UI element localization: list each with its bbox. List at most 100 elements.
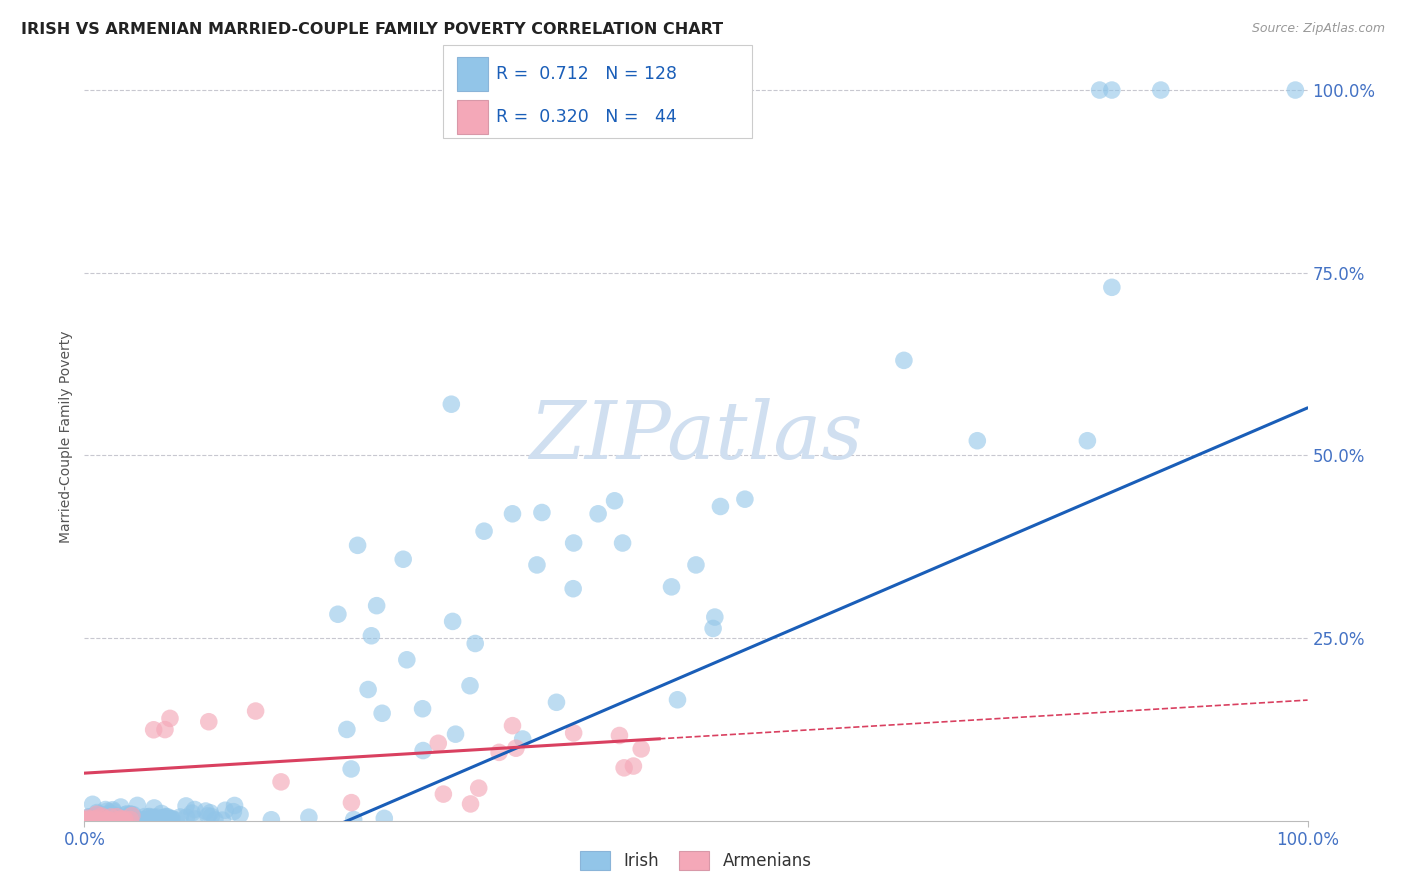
Point	[122, 807, 145, 822]
Point	[152, 811, 174, 825]
Point	[467, 781, 489, 796]
Point	[143, 801, 166, 815]
Point	[86, 807, 108, 822]
Point	[77, 810, 100, 824]
Point	[603, 493, 626, 508]
Point	[141, 814, 163, 828]
Point	[444, 727, 467, 741]
Point	[546, 695, 568, 709]
Point	[86, 805, 108, 820]
Point	[623, 759, 645, 773]
Point	[176, 810, 198, 824]
Point	[120, 810, 142, 824]
Point	[612, 536, 634, 550]
Point	[200, 809, 222, 823]
Point	[630, 742, 652, 756]
Point	[91, 814, 114, 828]
Point	[183, 812, 205, 826]
Point	[97, 813, 120, 827]
Point	[184, 802, 207, 816]
Point	[501, 507, 523, 521]
Point	[160, 812, 183, 826]
Point	[100, 813, 122, 827]
Point	[343, 813, 366, 827]
Point	[96, 810, 118, 824]
Point	[131, 814, 153, 828]
Point	[82, 811, 104, 825]
Point	[340, 796, 363, 810]
Point	[734, 492, 756, 507]
Point	[488, 745, 510, 759]
Point	[93, 811, 115, 825]
Point	[134, 813, 156, 827]
Point	[114, 812, 136, 826]
Point	[501, 719, 523, 733]
Point	[114, 814, 136, 828]
Point	[79, 814, 101, 828]
Point	[120, 807, 142, 822]
Point	[613, 761, 636, 775]
Point	[194, 804, 217, 818]
Point	[526, 558, 548, 572]
Point	[120, 814, 142, 828]
Point	[143, 811, 166, 825]
Point	[270, 775, 292, 789]
Point	[156, 813, 179, 827]
Point	[107, 809, 129, 823]
Point	[174, 799, 197, 814]
Point	[156, 811, 179, 825]
Point	[159, 813, 181, 827]
Point	[73, 813, 96, 827]
Point	[412, 702, 434, 716]
Point	[103, 810, 125, 824]
Point	[86, 812, 108, 826]
Point	[204, 813, 226, 827]
Point	[104, 809, 127, 823]
Point	[79, 810, 101, 824]
Point	[197, 809, 219, 823]
Point	[1101, 83, 1123, 97]
Point	[107, 813, 129, 827]
Point	[107, 813, 129, 827]
Point	[160, 812, 183, 826]
Point	[1101, 280, 1123, 294]
Text: ZIPatlas: ZIPatlas	[529, 399, 863, 475]
Point	[121, 808, 143, 822]
Point	[326, 607, 349, 622]
Point	[83, 812, 105, 826]
Point	[111, 813, 134, 827]
Point	[366, 599, 388, 613]
Point	[165, 813, 187, 827]
Point	[298, 810, 321, 824]
Text: Source: ZipAtlas.com: Source: ZipAtlas.com	[1251, 22, 1385, 36]
Point	[360, 629, 382, 643]
Point	[214, 803, 236, 817]
Point	[441, 615, 464, 629]
Point	[562, 582, 585, 596]
Point	[211, 813, 233, 827]
Point	[87, 806, 110, 821]
Point	[371, 706, 394, 721]
Point	[79, 812, 101, 826]
Point	[1284, 83, 1306, 97]
Point	[115, 806, 138, 821]
Point	[103, 804, 125, 818]
Point	[84, 809, 107, 823]
Point	[138, 810, 160, 824]
Point	[412, 743, 434, 757]
Point	[76, 811, 98, 825]
Point	[427, 736, 450, 750]
Point	[200, 805, 222, 820]
Point	[155, 809, 177, 823]
Legend: Irish, Armenians: Irish, Armenians	[581, 851, 811, 870]
Point	[1076, 434, 1098, 448]
Point	[512, 731, 534, 746]
Text: R =  0.712   N = 128: R = 0.712 N = 128	[496, 65, 678, 83]
Point	[114, 808, 136, 822]
Point	[120, 813, 142, 827]
Point	[145, 810, 167, 824]
Point	[336, 723, 359, 737]
Point	[440, 397, 463, 411]
Point	[357, 682, 380, 697]
Point	[153, 811, 176, 825]
